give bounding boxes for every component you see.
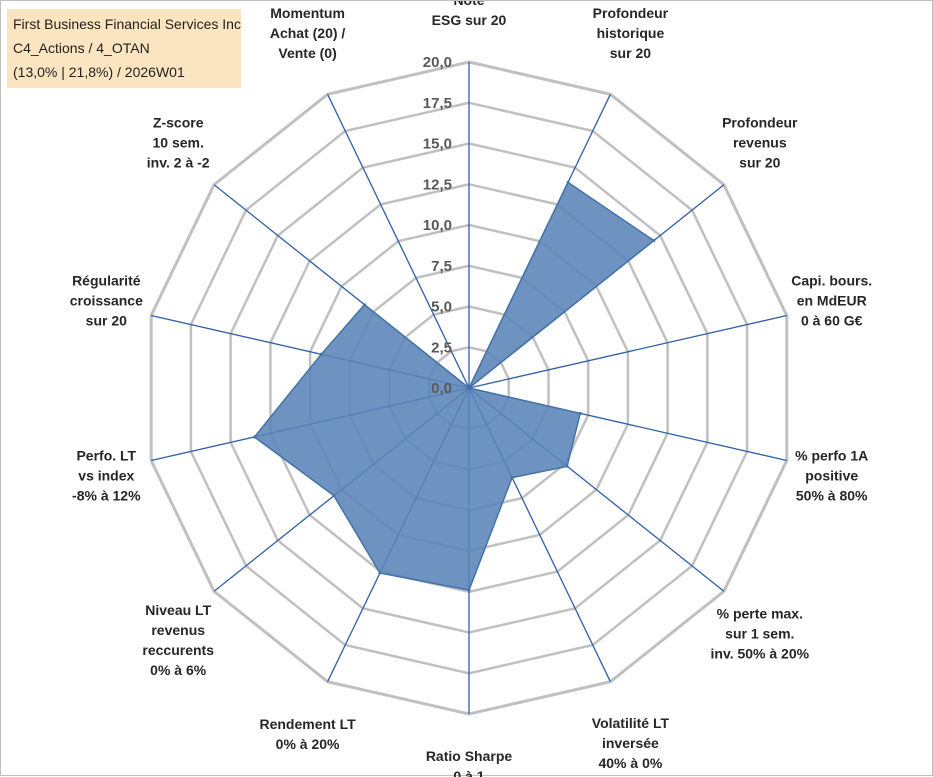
axis-label: Profondeur revenus sur 20	[722, 114, 798, 170]
axis-label: Capi. bours. en MdEUR 0 à 60 G€	[791, 272, 872, 328]
axis-label: Perfo. LT vs index -8% à 12%	[72, 448, 141, 504]
tick-label: 12,5	[423, 176, 452, 193]
company-name: First Business Financial Services Inc	[13, 16, 241, 32]
data-point	[332, 494, 336, 498]
axis-label: Ratio Sharpe 0 à 1	[426, 748, 513, 777]
data-series-area	[253, 181, 656, 591]
tick-label: 5,0	[431, 299, 452, 316]
data-point	[510, 476, 514, 480]
tick-label: 17,5	[423, 95, 452, 112]
data-point	[652, 239, 656, 243]
spoke-line	[468, 314, 787, 389]
tick-label: 15,0	[423, 136, 452, 153]
axis-label: Profondeur historique sur 20	[593, 5, 669, 61]
tick-label: 10,0	[423, 217, 452, 234]
axis-label: % perfo 1A positive 50% à 80%	[795, 448, 868, 504]
axis-label: Momentum Achat (20) / Vente (0)	[270, 5, 346, 61]
data-point	[467, 588, 471, 592]
data-point	[363, 303, 366, 307]
axis-label: Z-score 10 sem. inv. 2 à -2	[147, 114, 210, 170]
data-point	[319, 352, 323, 356]
spoke-line	[327, 94, 470, 389]
data-point	[253, 435, 256, 439]
axis-label: Volatilité LT inversée 40% à 0%	[592, 715, 670, 771]
tick-label: 20,0	[423, 54, 452, 71]
axis-label: NoteESG sur 20	[432, 1, 507, 28]
tick-label: 7,5	[431, 258, 452, 275]
tick-label: 0,0	[431, 380, 452, 397]
axis-label: % perte max. sur 1 sem. inv. 50% à 20%	[711, 606, 810, 662]
data-point	[578, 411, 582, 415]
info-box: First Business Financial Services Inc C4…	[7, 9, 241, 88]
performance-stats: (13,0% | 21,8%) / 2026W01	[13, 64, 185, 80]
data-point	[378, 571, 382, 575]
axis-label: Rendement LT 0% à 20%	[259, 716, 356, 752]
tick-label: 2,5	[431, 339, 452, 356]
data-point	[467, 386, 471, 390]
portfolio-name: C4_Actions / 4_OTAN	[13, 40, 150, 56]
data-point	[565, 464, 569, 468]
axis-label: Niveau LT revenus reccurents 0% à 6%	[142, 602, 214, 678]
axis-label: Régularité croissance sur 20	[70, 272, 143, 328]
data-point	[566, 180, 570, 184]
